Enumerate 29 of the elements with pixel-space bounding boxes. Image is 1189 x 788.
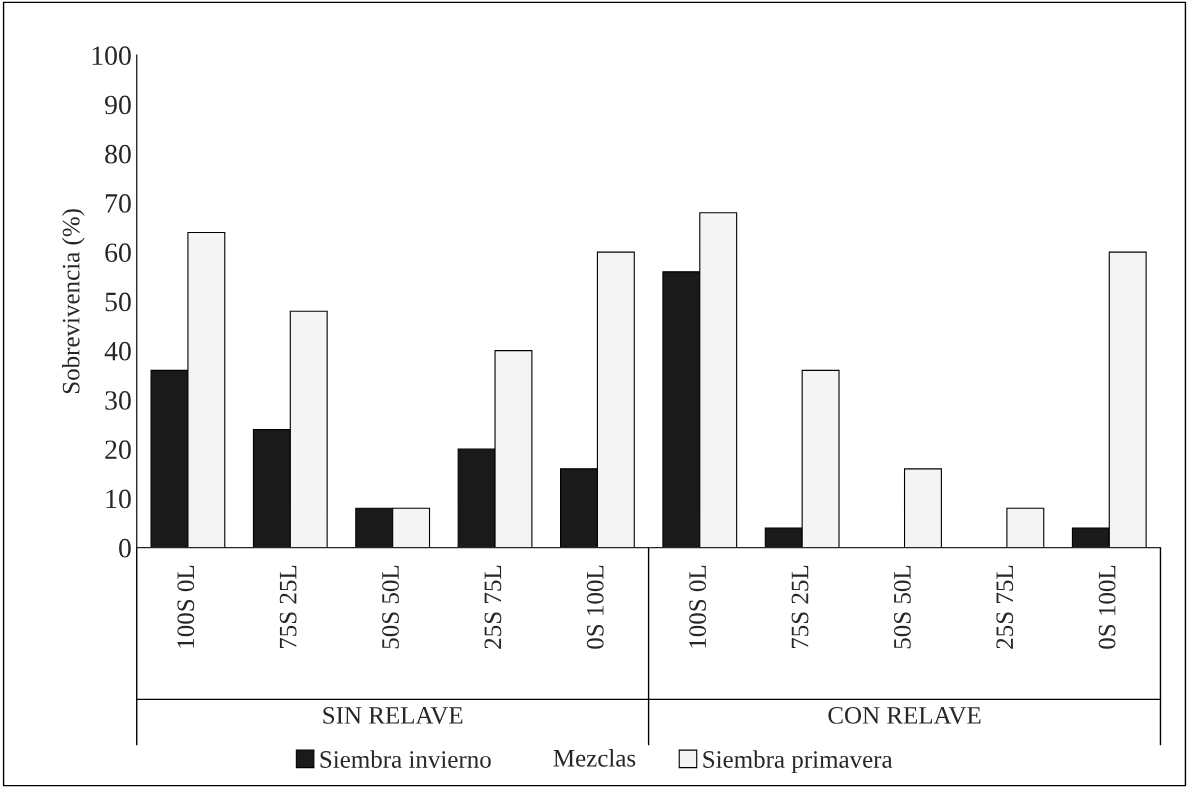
x-tick-label: 0S 100L: [586, 565, 604, 649]
y-tick-label: 40: [104, 341, 131, 361]
bar: [1006, 507, 1045, 548]
x-tick-label: 0S 100L: [1098, 565, 1116, 649]
x-axis-title: Mezclas: [553, 749, 636, 767]
y-tick-label: 90: [104, 95, 131, 115]
y-tick-label: 10: [106, 489, 131, 509]
y-tick-label: 60: [105, 243, 131, 263]
x-tick-label: 50S 50L: [893, 565, 911, 649]
y-axis-title: Sobrevivencia (%): [61, 209, 85, 394]
y-tick-label: 50: [105, 292, 131, 312]
x-tick-label: 25S 75L: [996, 565, 1014, 649]
bar: [903, 468, 942, 548]
x-tick-label: 100S 0L: [689, 565, 707, 648]
legend-label: Siembra invierno: [320, 750, 491, 768]
text: CON RELAVE: [828, 707, 981, 724]
y-tick-label: 100: [92, 46, 131, 66]
x-tick-label: 25S 75L: [484, 565, 502, 649]
x-tick-label: 50S 50L: [382, 565, 399, 649]
x-tick-label: 75S 25L: [791, 565, 809, 649]
y-tick-label: 20: [105, 440, 131, 460]
y-tick-label: 30: [105, 391, 131, 410]
y-tick-label: 70: [105, 194, 131, 213]
legend-label: Siembra primavera: [703, 750, 893, 773]
x-tick-label: 100S 0L: [177, 565, 195, 648]
text: SIN RELAVE: [323, 707, 463, 724]
y-tick-label: 80: [105, 144, 131, 164]
y-tick-label: 0: [119, 538, 131, 558]
x-tick-label: 75S 25L: [279, 565, 297, 649]
